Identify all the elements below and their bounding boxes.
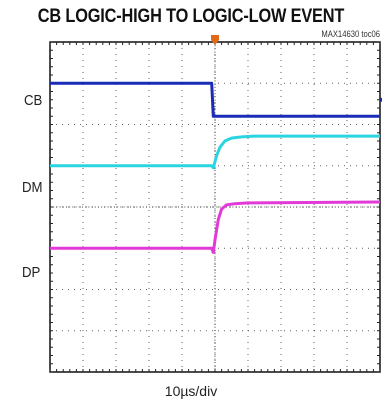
trace-dm	[50, 134, 380, 170]
channel-label-cb: CB	[24, 92, 43, 109]
trigger-marker-icon	[211, 35, 219, 45]
channel-label-dm: DM	[22, 179, 43, 196]
chart-title: CB LOGIC-HIGH TO LOGIC-LOW EVENT	[37, 6, 345, 27]
trace-dp	[50, 200, 381, 254]
figure-tag: MAX14630 toc06	[321, 29, 380, 39]
markers	[211, 35, 382, 103]
grid	[49, 41, 381, 373]
traces	[50, 81, 381, 254]
plot-frame	[49, 41, 381, 373]
x-axis-label: 10µs/div	[164, 383, 218, 399]
channel-label-dp: DP	[22, 264, 41, 281]
trigger-level-arrow-icon	[379, 97, 382, 103]
trace-cb	[50, 81, 380, 118]
